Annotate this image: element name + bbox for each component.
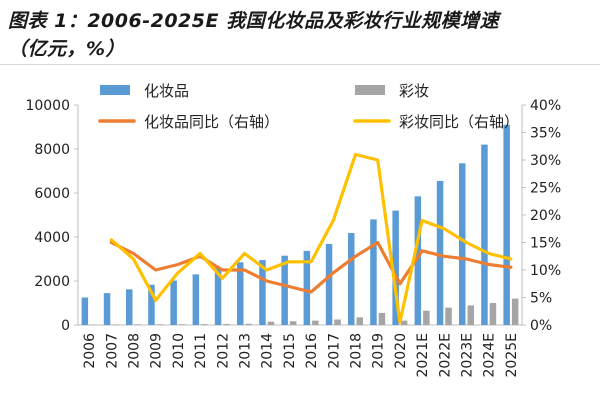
x-axis-tick-label: 2011	[193, 333, 209, 369]
bar-cosmetics	[259, 260, 266, 325]
bar-cosmetics	[148, 284, 155, 325]
bar-makeup	[445, 307, 452, 325]
bar-makeup	[334, 319, 341, 325]
x-axis-tick-label: 2022E	[437, 333, 453, 377]
legend-swatch-cosmetics	[100, 85, 130, 95]
line-makeup-yoy	[109, 152, 513, 324]
legend-label: 彩妆同比（右轴）	[399, 113, 519, 131]
x-axis-tick-label: 2009	[149, 333, 165, 369]
bar-makeup	[245, 323, 252, 325]
bar-cosmetics	[126, 289, 133, 325]
bar-makeup	[511, 298, 519, 325]
x-axis-tick-label: 2024E	[482, 333, 498, 377]
bar-makeup	[178, 324, 186, 325]
legend-swatch-makeup	[355, 85, 385, 95]
bar-cosmetics	[392, 210, 399, 325]
bar-cosmetics	[414, 196, 422, 325]
y-axis-left-tick-label: 4000	[34, 230, 70, 246]
bar-makeup	[201, 324, 208, 325]
bar-cosmetics	[348, 233, 355, 325]
x-axis-tick-label: 2016	[304, 333, 320, 369]
bar-makeup	[467, 305, 474, 325]
x-axis-tick-label: 2012	[215, 333, 231, 369]
x-axis-tick-label: 2021E	[415, 333, 431, 377]
bar-cosmetics	[81, 297, 89, 325]
bar-makeup	[400, 320, 408, 325]
bar-makeup	[156, 324, 164, 325]
y-axis-right-tick-label: 40%	[530, 98, 561, 114]
bar-cosmetics	[370, 219, 377, 325]
bar-cosmetics	[481, 144, 488, 325]
bar-makeup	[134, 324, 141, 325]
legend-label: 化妆品同比（右轴）	[144, 113, 279, 131]
bar-cosmetics	[170, 280, 177, 325]
bar-cosmetics	[303, 250, 311, 325]
bar-cosmetics	[436, 180, 444, 325]
y-axis-right-tick-label: 25%	[530, 181, 561, 197]
x-axis-tick-label: 2017	[326, 333, 342, 369]
bar-makeup	[223, 324, 230, 325]
y-axis-right-tick-label: 35%	[530, 126, 561, 142]
x-axis-tick-label: 2025E	[504, 333, 520, 377]
figure-title: 图表 1：2006-2025E 我国化妆品及彩妆行业规模增速	[8, 10, 500, 32]
legend-label: 彩妆	[399, 82, 429, 100]
bar-cosmetics	[459, 163, 466, 325]
x-axis-tick-label: 2007	[104, 333, 120, 369]
bar-cosmetics	[237, 262, 244, 325]
x-axis-tick-label: 2006	[82, 333, 98, 369]
y-axis-right-tick-label: 20%	[530, 208, 561, 224]
y-axis-left-tick-label: 6000	[34, 186, 70, 202]
bar-makeup	[378, 312, 386, 325]
x-axis-tick-label: 2013	[238, 333, 254, 369]
bar-makeup	[289, 321, 297, 325]
y-axis-right-tick-label: 0%	[530, 318, 552, 334]
y-axis-right-tick-label: 30%	[530, 153, 561, 169]
bar-cosmetics	[192, 274, 200, 325]
x-axis-tick-label: 2010	[171, 333, 187, 369]
bar-makeup	[312, 320, 319, 325]
x-axis-tick-label: 2023E	[460, 333, 476, 377]
y-axis-left-tick-label: 0	[61, 318, 70, 334]
bar-makeup	[356, 317, 363, 325]
bar-cosmetics	[281, 255, 288, 325]
figure-title-unit: （亿元，%）	[8, 38, 126, 60]
bar-makeup	[489, 303, 497, 325]
y-axis-right-tick-label: 10%	[530, 263, 561, 279]
x-axis-tick-label: 2015	[282, 333, 298, 369]
bar-cosmetics	[214, 267, 222, 325]
bar-makeup	[112, 324, 119, 325]
y-axis-left-tick-label: 8000	[34, 142, 70, 158]
x-axis-tick-label: 2008	[127, 333, 143, 369]
y-axis-left-tick-label: 10000	[25, 98, 70, 114]
title-divider	[0, 64, 600, 65]
bar-makeup	[267, 321, 275, 325]
legend-label: 化妆品	[144, 82, 189, 100]
x-axis-tick-label: 2020	[393, 333, 409, 369]
x-axis-tick-label: 2018	[349, 333, 365, 369]
y-axis-left-tick-label: 2000	[34, 274, 70, 290]
y-axis-right-tick-label: 5%	[530, 291, 552, 307]
bar-cosmetics	[503, 124, 510, 325]
bar-makeup	[423, 310, 430, 325]
x-axis-tick-label: 2019	[371, 333, 387, 369]
bar-cosmetics	[103, 293, 111, 325]
y-axis-right-tick-label: 15%	[530, 236, 561, 252]
line-cosmetics-yoy	[109, 240, 513, 294]
bar-cosmetics	[325, 244, 333, 325]
x-axis-tick-label: 2014	[260, 333, 276, 369]
